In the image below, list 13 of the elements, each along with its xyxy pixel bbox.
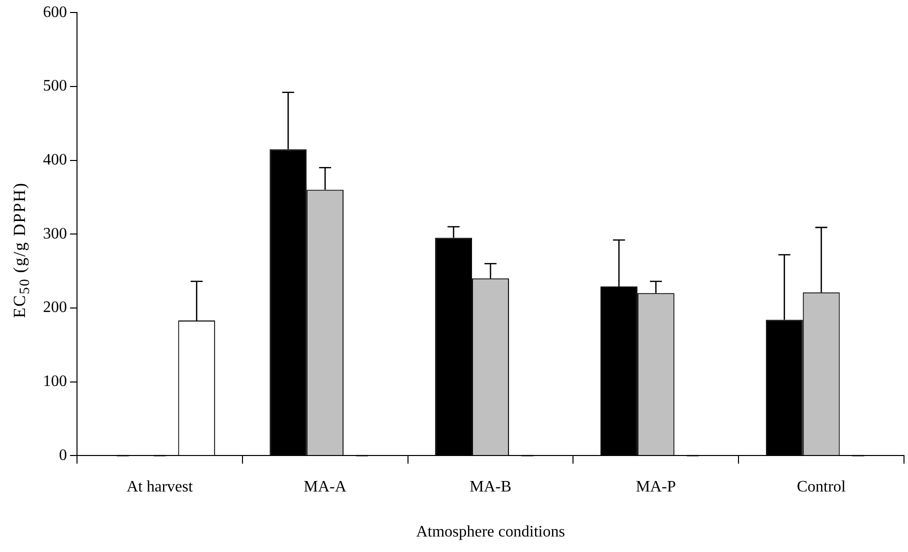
x-tick-label: At harvest [126, 478, 194, 496]
y-tick-label: 600 [43, 4, 67, 21]
x-tick-label: MA-A [304, 478, 347, 496]
x-tick-label: MA-B [470, 478, 512, 496]
y-tick-label: 400 [43, 151, 67, 168]
y-tick-label: 200 [43, 299, 67, 316]
x-tick-label: Control [796, 478, 846, 496]
x-tick-label: MA-P [636, 478, 676, 496]
x-axis-title: Atmosphere conditions [416, 524, 565, 541]
y-tick-label: 300 [43, 225, 67, 242]
y-tick-label: 100 [43, 372, 67, 390]
y-tick-label: 0 [59, 446, 67, 464]
y-tick-label: 500 [43, 78, 67, 95]
